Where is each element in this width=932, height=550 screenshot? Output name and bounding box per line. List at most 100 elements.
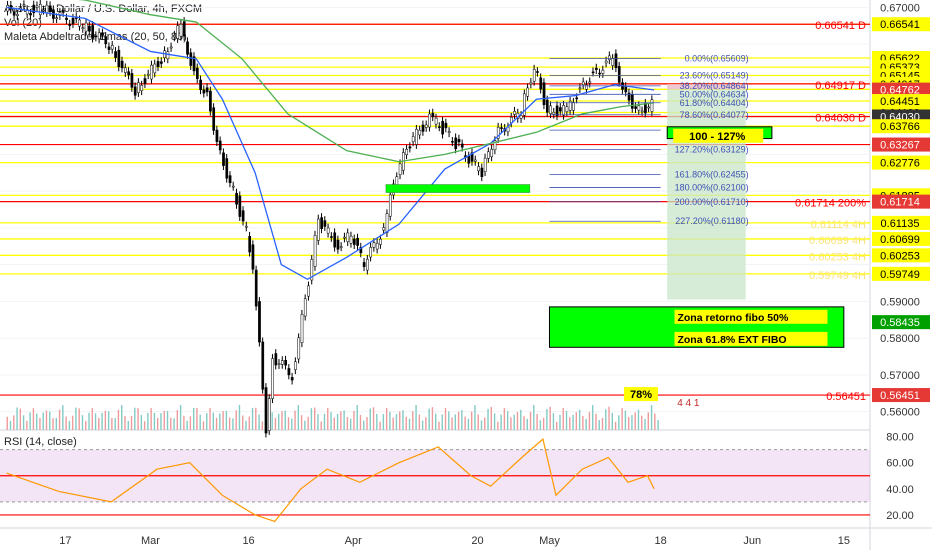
projection-zone xyxy=(667,84,746,300)
price-tag: 0.64451 xyxy=(880,96,920,108)
volume-bar xyxy=(130,415,133,430)
candle-body xyxy=(19,7,23,9)
candle-body xyxy=(94,35,98,38)
volume-bar xyxy=(461,410,463,430)
volume-bar xyxy=(605,409,607,430)
volume-bar xyxy=(29,412,31,430)
volume-bar xyxy=(503,408,506,430)
volume-bar xyxy=(297,405,300,430)
volume-bar xyxy=(294,410,296,430)
candle-body xyxy=(323,220,327,227)
candle-body xyxy=(166,51,170,60)
volume-bar xyxy=(611,412,614,430)
price-tag: 0.60253 xyxy=(880,250,920,262)
volume-bar xyxy=(366,417,368,430)
candle-body xyxy=(22,4,26,7)
candle-body xyxy=(104,36,108,45)
fib-level-label: 127.20%(0.63129) xyxy=(675,145,749,155)
volume-bar xyxy=(166,411,169,430)
volume-bar xyxy=(415,405,417,430)
volume-bar xyxy=(343,410,345,430)
support-bar xyxy=(385,184,531,193)
volume-bar xyxy=(467,418,470,430)
volume-bar xyxy=(657,419,659,430)
volume-bar xyxy=(506,411,509,430)
volume-bar xyxy=(215,417,218,430)
candle-body xyxy=(398,163,402,176)
volume-bar xyxy=(137,408,139,430)
volume-bar xyxy=(582,415,584,430)
volume-bar xyxy=(405,416,407,430)
volume-bar xyxy=(39,417,41,430)
candle-body xyxy=(114,51,117,58)
candle-body xyxy=(372,242,376,248)
price-tag-bg xyxy=(872,119,930,134)
candle-body xyxy=(431,112,435,118)
candle-body xyxy=(176,25,180,39)
price-tag: 0.63766 xyxy=(880,121,920,133)
candle-body xyxy=(421,124,425,132)
candle-body xyxy=(650,99,654,112)
candle-body xyxy=(117,49,121,68)
rsi-indicator-label: RSI (14, close) xyxy=(4,436,77,448)
volume-bar xyxy=(369,408,371,430)
volume-bar xyxy=(16,407,18,430)
volume-bar xyxy=(336,413,339,430)
candle-body xyxy=(542,82,546,105)
volume-bar xyxy=(45,410,48,430)
volume-bar xyxy=(516,411,519,430)
price-tag-bg xyxy=(872,266,930,281)
candle-body xyxy=(441,120,444,135)
candle-body xyxy=(153,63,157,74)
volume-bar xyxy=(199,414,201,430)
volume-indicator-label: Vol (20) xyxy=(4,17,42,29)
volume-bar xyxy=(382,414,385,430)
candle-body xyxy=(454,137,458,150)
volume-bar xyxy=(121,405,123,430)
volume-bar xyxy=(637,409,640,430)
volume-bar xyxy=(569,417,571,430)
volume-bar xyxy=(242,415,244,430)
candle-body xyxy=(264,387,268,434)
x-tick-label: 17 xyxy=(59,535,71,547)
x-tick-label: 16 xyxy=(242,535,254,547)
candle-body xyxy=(124,67,127,73)
volume-bar xyxy=(9,420,12,430)
volume-bar xyxy=(281,411,283,430)
rsi-tick-label: 60.00 xyxy=(886,458,914,470)
volume-bar xyxy=(618,415,620,430)
volume-bar xyxy=(156,417,159,430)
candle-body xyxy=(405,148,409,155)
price-tag: 0.61135 xyxy=(881,218,920,230)
candle-body xyxy=(572,102,575,111)
candle-body xyxy=(212,107,216,131)
volume-bar xyxy=(13,415,15,430)
volume-bar xyxy=(65,416,67,430)
volume-bar xyxy=(62,405,64,430)
volume-bar xyxy=(340,411,342,430)
volume-bar xyxy=(19,408,22,430)
price-tag-bg xyxy=(872,315,930,330)
volume-bar xyxy=(323,413,326,430)
price-tag: 0.66541 xyxy=(880,19,920,31)
candle-body xyxy=(192,56,196,72)
volume-bar xyxy=(539,420,542,430)
candle-body xyxy=(91,25,95,39)
candle-body xyxy=(261,341,265,390)
candle-body xyxy=(199,79,202,91)
volume-bar xyxy=(608,406,610,430)
candle-body xyxy=(480,167,484,178)
candle-body xyxy=(487,151,490,159)
volume-bar xyxy=(490,406,493,430)
volume-bar xyxy=(601,417,604,430)
volume-bar xyxy=(650,405,653,430)
price-tag: 0.56451 xyxy=(880,390,920,402)
volume-bar xyxy=(634,412,636,430)
candle-body xyxy=(382,227,386,231)
candle-body xyxy=(513,111,516,115)
price-tag: 0.63267 xyxy=(880,140,920,152)
volume-bar xyxy=(392,417,394,430)
price-tag-bg xyxy=(872,82,930,97)
fib-level-label: 50.00%(0.64634) xyxy=(680,89,749,99)
